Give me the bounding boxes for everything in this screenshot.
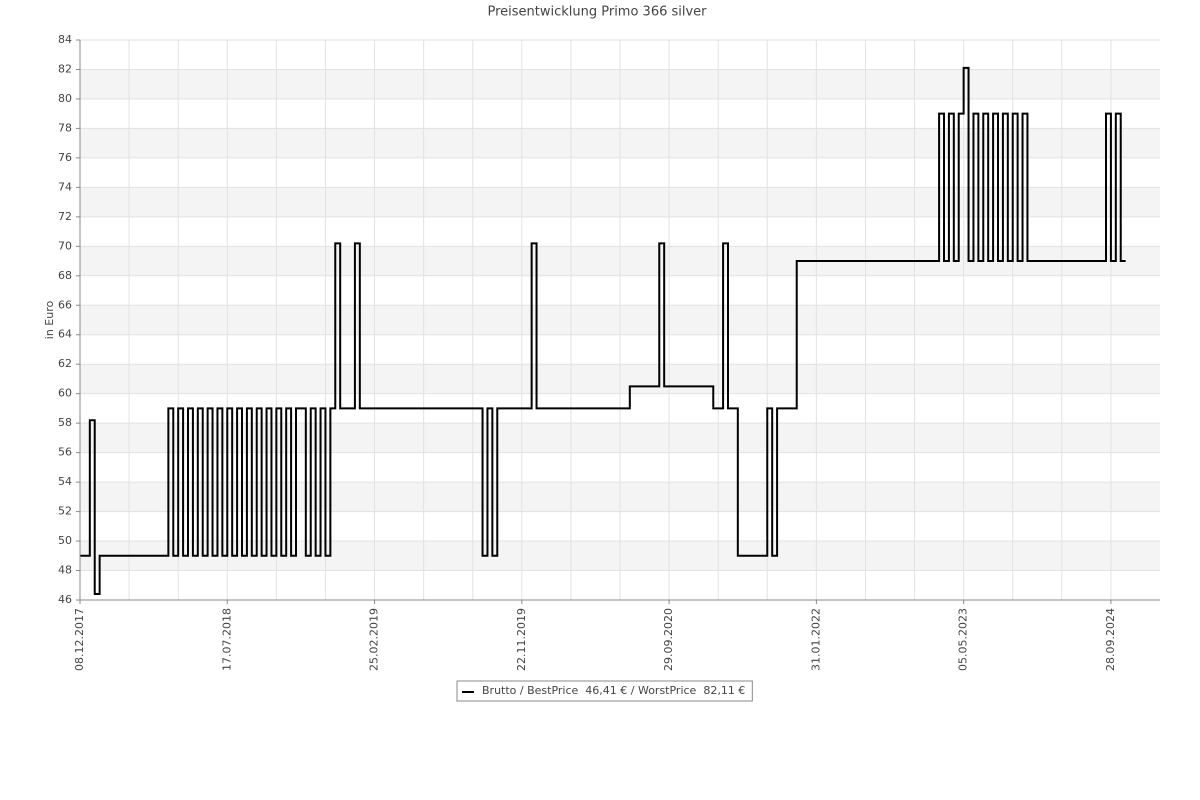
legend-label: Brutto / BestPrice 46,41 € / WorstPrice … [482, 684, 745, 697]
y-tick-label: 74 [58, 180, 72, 193]
y-tick-label: 60 [58, 387, 72, 400]
plot [80, 66, 1126, 595]
y-tick-label: 54 [58, 475, 72, 488]
y-tick-label: 52 [58, 505, 72, 518]
x-tick-label: 31.01.2022 [809, 608, 822, 671]
x-tick-label: 22.11.2019 [515, 608, 528, 671]
x-tick-label: 17.07.2018 [220, 608, 233, 671]
axes: 46 48 50 52 54 56 58 60 62 64 66 68 70 72 74 76 78 80 82 84… [58, 33, 1160, 671]
grid [79, 39, 1160, 601]
x-tick-label: 29.09.2020 [662, 608, 675, 671]
y-axis-label: in Euro [43, 301, 56, 340]
y-tick-label: 80 [58, 92, 72, 105]
x-tick-label: 05.05.2023 [957, 608, 970, 671]
price-line [80, 66, 1126, 595]
x-tick-label: 25.02.2019 [368, 608, 381, 671]
y-tick-label: 72 [58, 210, 72, 223]
y-tick-label: 68 [58, 269, 72, 282]
legend: Brutto / BestPrice 46,41 € / WorstPrice … [456, 680, 753, 702]
y-tick-label: 64 [58, 328, 72, 341]
y-tick-label: 84 [58, 33, 72, 46]
y-tick-label: 48 [58, 564, 72, 577]
y-tick-label: 62 [58, 357, 72, 370]
y-tick-label: 76 [58, 151, 72, 164]
y-tick-label: 46 [58, 593, 72, 606]
y-tick-label: 82 [58, 62, 72, 75]
legend-box [456, 680, 753, 702]
chart-title: Preisentwicklung Primo 366 silver [487, 5, 707, 20]
y-tick-label: 56 [58, 446, 72, 459]
x-tick-label: 08.12.2017 [73, 608, 86, 671]
y-tick-label: 70 [58, 239, 72, 252]
y-tick-label: 58 [58, 416, 72, 429]
x-tick-label: 28.09.2024 [1104, 608, 1117, 671]
y-tick-label: 66 [58, 298, 72, 311]
y-tick-label: 78 [58, 121, 72, 134]
y-tick-label: 50 [58, 534, 72, 547]
